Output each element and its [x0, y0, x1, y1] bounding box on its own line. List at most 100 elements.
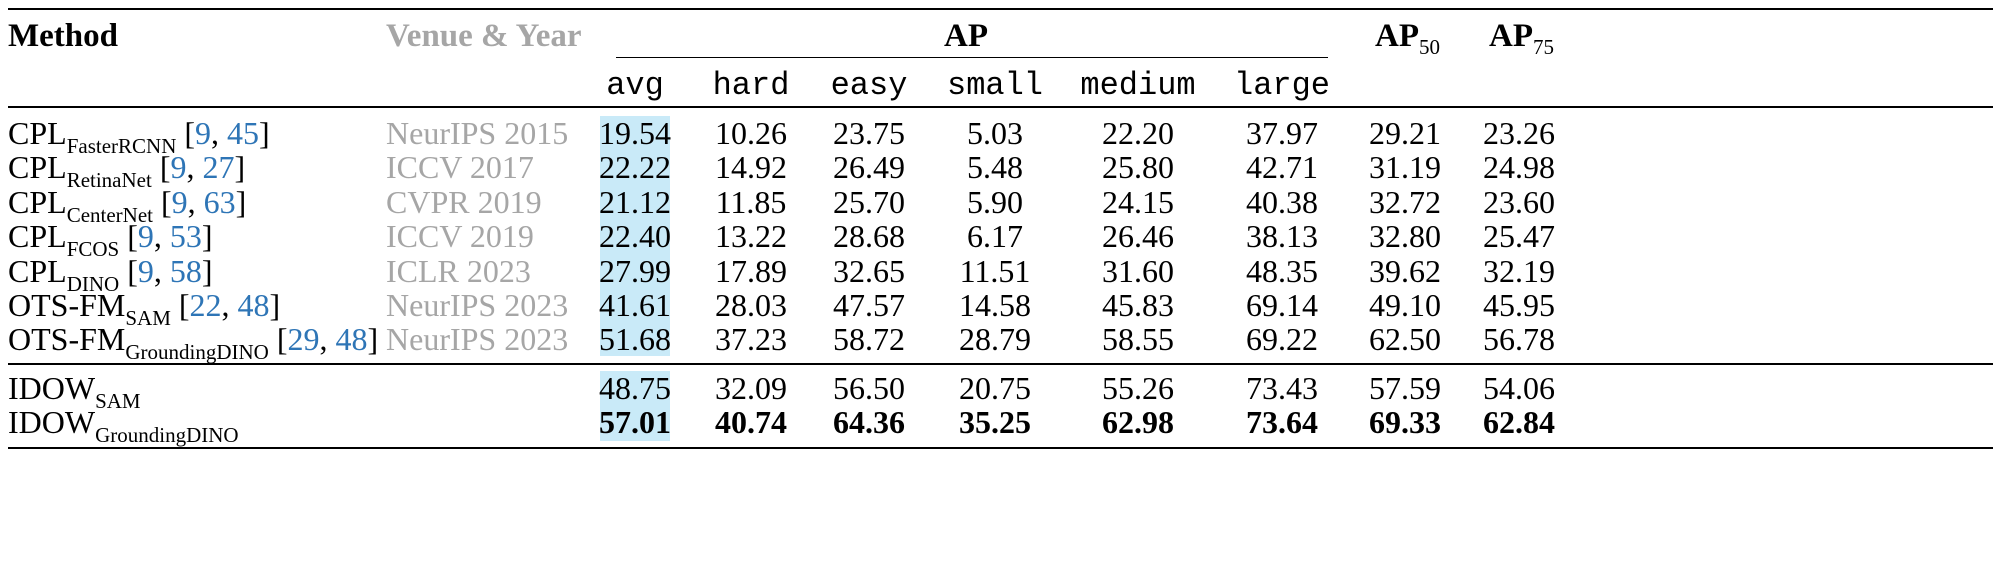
- method-main: IDOW: [8, 404, 96, 440]
- ap50-header: AP50: [1375, 18, 1440, 58]
- value-cell: 62.98: [1102, 404, 1174, 440]
- subcolumn-header-large: large: [1233, 67, 1330, 104]
- method-subscript: GroundingDINO: [125, 340, 269, 364]
- method-name: IDOWGroundingDINO: [8, 404, 239, 446]
- method-name: CPLRetinaNet [9, 27]: [8, 149, 246, 192]
- method-main: OTS-FM: [8, 321, 126, 357]
- venue-year: ICCV 2019: [386, 218, 534, 254]
- value-cell: 73.64: [1246, 404, 1318, 440]
- venue-year: CVPR 2019: [386, 184, 542, 220]
- method-name: CPLFCOS [9, 53]: [8, 218, 213, 261]
- venue-year: ICCV 2017: [386, 149, 534, 185]
- value-cell: 31.19: [1369, 149, 1441, 185]
- top-rule: [8, 8, 1993, 10]
- subcolumn-header-hard: hard: [712, 67, 790, 104]
- method-main: IDOW: [8, 370, 96, 406]
- value-cell: 54.06: [1483, 370, 1555, 406]
- value-cell: 62.50: [1369, 321, 1441, 357]
- value-cell: 62.84: [1483, 404, 1555, 440]
- value-cell: 5.48: [967, 149, 1023, 185]
- value-cell: 28.03: [715, 287, 787, 323]
- method-header: Method: [8, 18, 118, 54]
- citation-link: 29: [287, 321, 320, 357]
- ap75-header-main: AP: [1489, 18, 1533, 54]
- value-cell: 14.58: [959, 287, 1031, 323]
- value-cell: 28.68: [833, 218, 905, 254]
- value-cell: 56.78: [1483, 321, 1555, 357]
- value-cell: 19.54: [599, 115, 671, 151]
- method-name: OTS-FMGroundingDINO [29, 48]: [8, 321, 379, 364]
- subcolumn-header-small: small: [946, 67, 1043, 104]
- value-cell: 49.10: [1369, 287, 1441, 323]
- value-cell: 58.72: [833, 321, 905, 357]
- value-cell: 51.68: [599, 321, 671, 357]
- value-cell: 6.17: [967, 218, 1023, 254]
- ap75-header-sub: 75: [1533, 35, 1554, 59]
- value-cell: 37.97: [1246, 115, 1318, 151]
- value-cell: 5.90: [967, 184, 1023, 220]
- value-cell: 69.33: [1369, 404, 1441, 440]
- venue-year: NeurIPS 2023: [386, 287, 569, 323]
- value-cell: 45.83: [1102, 287, 1174, 323]
- value-cell: 41.61: [599, 287, 671, 323]
- citation-link: 63: [203, 184, 236, 220]
- section-rule: [8, 363, 1993, 365]
- method-main: CPL: [8, 115, 67, 151]
- citation-link: 58: [169, 253, 202, 289]
- value-cell: 57.59: [1369, 370, 1441, 406]
- value-cell: 11.85: [715, 184, 787, 220]
- value-cell: 17.89: [715, 253, 787, 289]
- value-cell: 14.92: [715, 149, 787, 185]
- value-cell: 32.72: [1369, 184, 1441, 220]
- method-main: CPL: [8, 149, 67, 185]
- value-cell: 73.43: [1246, 370, 1318, 406]
- value-cell: 29.21: [1369, 115, 1441, 151]
- avg-column-highlight: [600, 116, 670, 356]
- value-cell: 28.79: [959, 321, 1031, 357]
- value-cell: 48.75: [599, 370, 671, 406]
- method-subscript: SAM: [95, 389, 141, 413]
- method-main: CPL: [8, 253, 67, 289]
- value-cell: 45.95: [1483, 287, 1555, 323]
- ap50-header-main: AP: [1375, 18, 1419, 54]
- value-cell: 20.75: [959, 370, 1031, 406]
- value-cell: 48.35: [1246, 253, 1318, 289]
- value-cell: 23.26: [1483, 115, 1555, 151]
- bottom-rule: [8, 447, 1993, 449]
- citation-link: 45: [227, 115, 260, 151]
- value-cell: 47.57: [833, 287, 905, 323]
- value-cell: 69.22: [1246, 321, 1318, 357]
- subcolumn-header-easy: easy: [830, 67, 908, 104]
- value-cell: 27.99: [599, 253, 671, 289]
- venue-year: NeurIPS 2015: [386, 115, 569, 151]
- method-name: CPLDINO [9, 58]: [8, 253, 213, 296]
- value-cell: 64.36: [833, 404, 905, 440]
- method-name: IDOWSAM: [8, 370, 141, 412]
- method-subscript: CenterNet: [66, 203, 153, 227]
- value-cell: 22.22: [599, 149, 671, 185]
- value-cell: 37.23: [715, 321, 787, 357]
- value-cell: 26.46: [1102, 218, 1174, 254]
- value-cell: 40.38: [1246, 184, 1318, 220]
- method-name: CPLFasterRCNN [9, 45]: [8, 115, 270, 158]
- method-name: CPLCenterNet [9, 63]: [8, 184, 247, 227]
- method-subscript: DINO: [66, 272, 120, 296]
- header-bottom-rule: [8, 106, 1993, 108]
- venue-year: NeurIPS 2023: [386, 321, 569, 357]
- value-cell: 32.80: [1369, 218, 1441, 254]
- method-subscript: RetinaNet: [66, 168, 152, 192]
- value-cell: 24.15: [1102, 184, 1174, 220]
- citation-link: 48: [237, 287, 270, 323]
- citation-link: 9: [137, 253, 154, 289]
- value-cell: 13.22: [715, 218, 787, 254]
- value-cell: 32.65: [833, 253, 905, 289]
- citation-link: 53: [169, 218, 202, 254]
- ap-group-rule: [616, 57, 1328, 58]
- value-cell: 26.49: [833, 149, 905, 185]
- value-cell: 31.60: [1102, 253, 1174, 289]
- citation-link: 9: [171, 184, 188, 220]
- method-name: OTS-FMSAM [22, 48]: [8, 287, 281, 330]
- value-cell: 11.51: [959, 253, 1031, 289]
- citation-link: 48: [335, 321, 368, 357]
- citation-link: 9: [170, 149, 187, 185]
